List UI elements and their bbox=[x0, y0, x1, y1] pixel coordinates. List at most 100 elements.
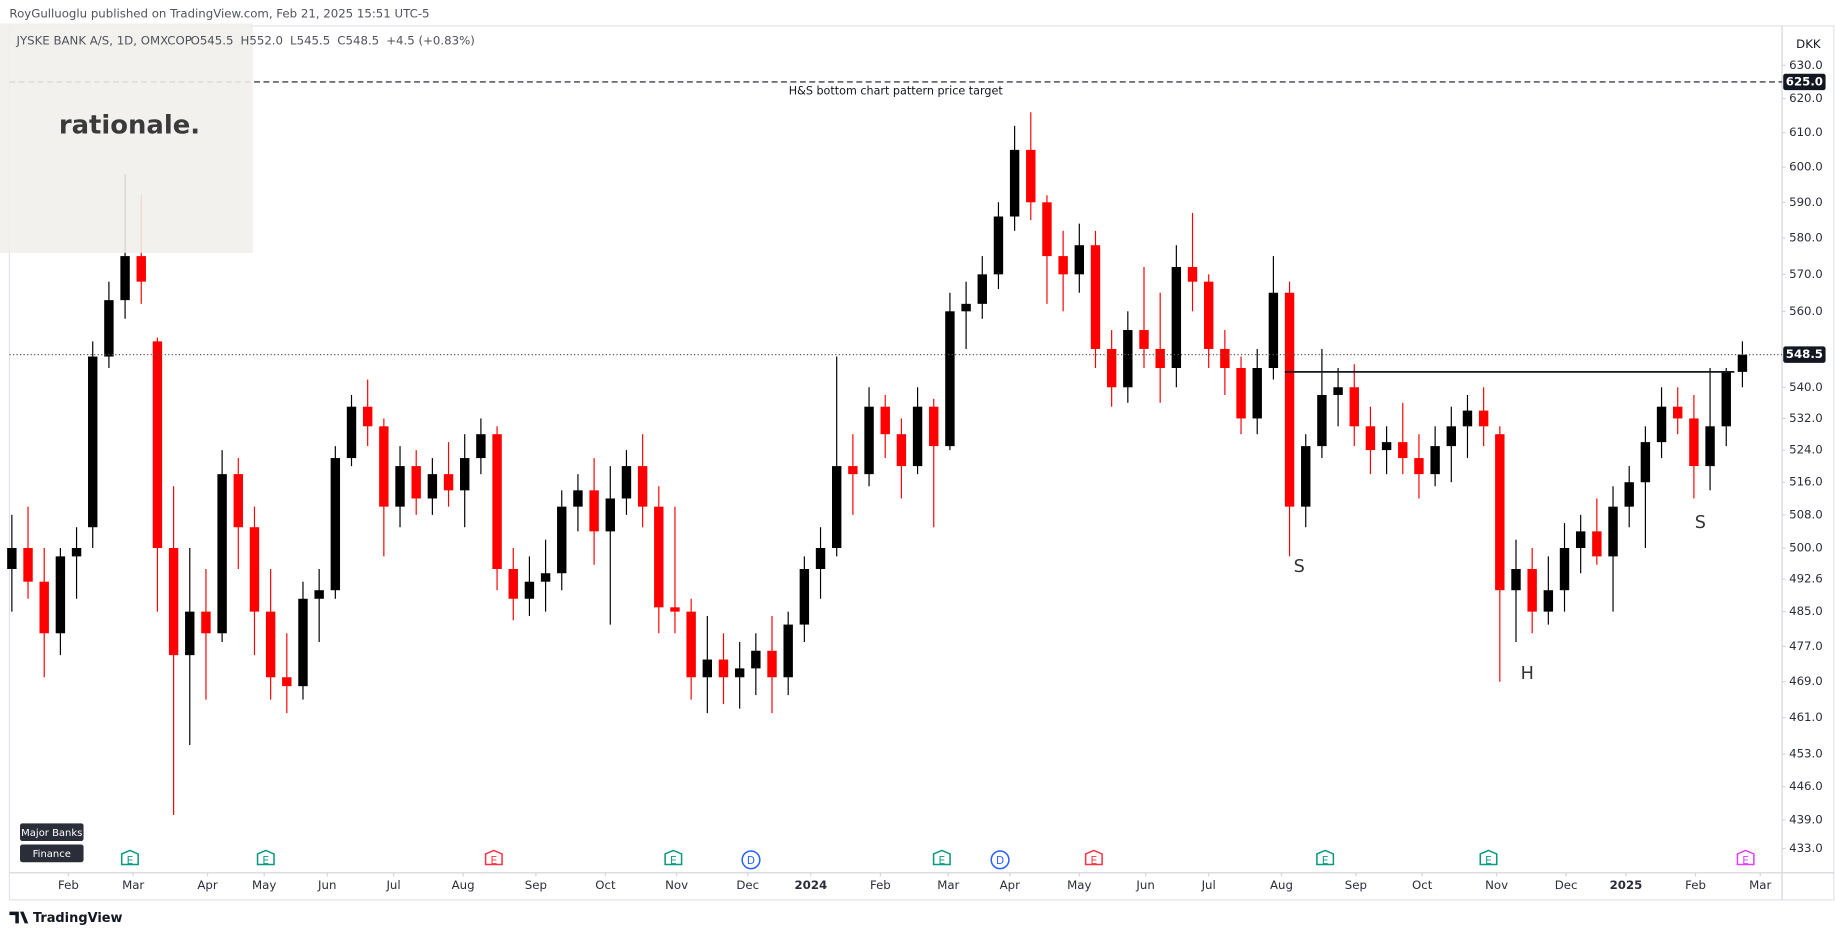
legend-value: +4.5 (+0.83%) bbox=[386, 34, 475, 48]
event-label: D bbox=[996, 855, 1004, 867]
y-tick-label: 560.0 bbox=[1789, 304, 1823, 318]
y-tick-label: 469.0 bbox=[1789, 674, 1823, 688]
candle-body bbox=[1187, 267, 1198, 282]
event-label: E bbox=[127, 855, 134, 867]
y-tick-label: 620.0 bbox=[1789, 91, 1823, 105]
candle-body bbox=[185, 611, 195, 656]
candle-body bbox=[1495, 434, 1505, 591]
x-tick-label: Jul bbox=[385, 878, 400, 892]
candle-body bbox=[1478, 410, 1489, 427]
candle-body bbox=[1026, 149, 1036, 203]
x-tick-label: 2025 bbox=[1610, 878, 1643, 892]
candle-body bbox=[1592, 531, 1602, 557]
candle-body bbox=[1559, 548, 1570, 591]
y-tick-label: 524.0 bbox=[1789, 443, 1823, 457]
candle-body bbox=[1624, 482, 1634, 507]
candle-body bbox=[168, 548, 179, 656]
candle-body bbox=[815, 548, 826, 570]
candle-body bbox=[298, 598, 308, 687]
candle-body bbox=[1737, 354, 1748, 372]
candle-body bbox=[265, 611, 276, 678]
candle-body bbox=[104, 300, 114, 357]
chart-frame bbox=[8, 25, 1835, 901]
candle-body bbox=[670, 607, 680, 612]
event-label: E bbox=[1322, 855, 1329, 867]
candle-body bbox=[637, 466, 648, 507]
candle-body bbox=[1042, 202, 1052, 257]
candle-body bbox=[476, 434, 486, 459]
y-tick-label: 453.0 bbox=[1789, 747, 1823, 761]
x-tick-label: Sep bbox=[1345, 878, 1367, 892]
target-price-label: 625.0 bbox=[1786, 74, 1823, 88]
x-tick-label: Jul bbox=[1201, 878, 1216, 892]
y-tick-label: 600.0 bbox=[1789, 160, 1823, 174]
candle-body bbox=[1203, 281, 1214, 349]
y-tick-label: 492.6 bbox=[1789, 572, 1823, 586]
event-icon bbox=[1736, 849, 1755, 866]
x-tick-label: Jun bbox=[317, 878, 336, 892]
candle-body bbox=[929, 406, 939, 447]
candle-body bbox=[71, 548, 82, 557]
event-icon bbox=[120, 849, 139, 866]
candle-body bbox=[120, 256, 130, 301]
event-label: E bbox=[1091, 855, 1098, 867]
logo-box bbox=[0, 23, 253, 253]
candle-body bbox=[1689, 418, 1699, 467]
event-label: E bbox=[1742, 855, 1749, 867]
candle-body bbox=[621, 466, 632, 499]
candle-body bbox=[848, 466, 858, 475]
candle-body bbox=[557, 506, 567, 574]
candle-body bbox=[7, 548, 17, 570]
candle-body bbox=[1365, 426, 1376, 451]
x-tick-label: Oct bbox=[1412, 878, 1433, 892]
candle-body bbox=[217, 474, 227, 634]
candle-body bbox=[282, 677, 292, 687]
candle-body bbox=[589, 490, 599, 532]
last-price-box bbox=[1783, 346, 1826, 363]
pattern-label: S bbox=[1294, 557, 1305, 577]
candle-body bbox=[1268, 292, 1279, 369]
candle-body bbox=[1252, 368, 1262, 419]
candle-body bbox=[896, 434, 907, 467]
legend-value: C548.5 bbox=[337, 34, 379, 48]
candle-body bbox=[1155, 348, 1165, 369]
x-tick-label: Oct bbox=[595, 878, 616, 892]
legend-value: O545.5 bbox=[191, 34, 234, 48]
candle-body bbox=[395, 466, 405, 507]
x-tick-label: Apr bbox=[1000, 878, 1020, 892]
candle-body bbox=[201, 611, 211, 634]
pattern-label: S bbox=[1695, 513, 1706, 533]
candle-body bbox=[1656, 406, 1667, 443]
candle-body bbox=[783, 624, 793, 678]
currency: DKK bbox=[1796, 37, 1821, 51]
candle-body bbox=[233, 474, 243, 528]
candle-body bbox=[1333, 387, 1343, 396]
event-icon bbox=[664, 849, 683, 866]
candle-body bbox=[330, 458, 341, 591]
y-tick-label: 500.0 bbox=[1789, 541, 1823, 555]
candle-body bbox=[961, 303, 971, 312]
legend-value: L545.5 bbox=[290, 34, 330, 48]
candle-body bbox=[39, 581, 49, 634]
x-tick-label: 2024 bbox=[794, 878, 827, 892]
y-tick-label: 580.0 bbox=[1789, 231, 1823, 245]
candle-body bbox=[832, 466, 842, 549]
event-label: E bbox=[670, 855, 677, 867]
candle-body bbox=[864, 406, 874, 475]
candle-body bbox=[1430, 446, 1440, 475]
candle-body bbox=[1640, 442, 1651, 483]
target-price-box bbox=[1783, 73, 1826, 91]
candle-body bbox=[993, 216, 1004, 275]
candle-body bbox=[977, 274, 987, 304]
candle-body bbox=[880, 406, 890, 435]
tag-box bbox=[20, 844, 84, 863]
candle-body bbox=[945, 311, 955, 447]
candle-body bbox=[1123, 330, 1133, 388]
candle-body bbox=[1139, 330, 1149, 349]
candle-body bbox=[411, 466, 421, 499]
candle-body bbox=[314, 590, 324, 599]
x-tick-label: Aug bbox=[1270, 878, 1293, 892]
candle-body bbox=[1171, 267, 1182, 369]
logo: rationale. bbox=[59, 110, 200, 140]
candle-body bbox=[1106, 348, 1117, 388]
